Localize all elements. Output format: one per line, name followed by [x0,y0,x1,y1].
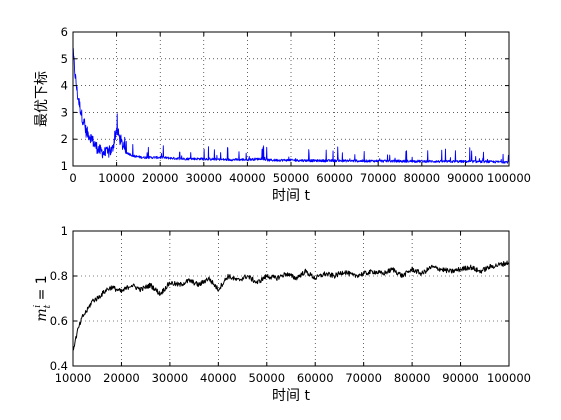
y-tick-label: 0.4 [50,359,68,373]
bottom-chart-frame [72,230,510,367]
x-tick-label: 10000 [55,371,92,385]
bottom-chart-ylabel-sup: i [33,305,43,308]
x-tick-label: 60000 [297,371,334,385]
x-tick-label: 70000 [345,371,382,385]
y-tick-label: 1 [61,159,68,173]
y-tick-label: 5 [61,52,68,66]
x-tick-label: 10000 [98,171,135,185]
x-tick-label: 0 [69,171,76,185]
x-tick-label: 90000 [447,171,484,185]
y-tick-label: 3 [61,105,68,119]
top-series-line-0 [72,48,510,164]
y-tick-label: 1 [61,224,68,238]
bottom-chart-grid [73,231,509,366]
y-tick-label: 0.6 [50,314,68,328]
top-chart: 0 10000 20000 30000 40000 50000 60000 70000 8000… [34,25,531,204]
x-tick-label: 40000 [229,171,266,185]
bottom-chart-ylabel: mti = 1 [33,275,53,321]
x-tick-label: 20000 [103,371,140,385]
x-tick-label: 40000 [200,371,237,385]
x-tick-label: 70000 [360,171,397,185]
x-tick-label: 100000 [487,371,531,385]
bottom-series-line-0 [72,260,510,351]
x-tick-label: 100000 [487,171,531,185]
x-tick-label: 30000 [152,371,189,385]
top-chart-ticks: 0 10000 20000 30000 40000 50000 60000 70000 8000… [61,25,531,185]
x-tick-label: 50000 [248,371,285,385]
bottom-chart-ylabel-sub: t [43,304,53,308]
x-tick-label: 30000 [186,171,223,185]
top-chart-series [72,48,510,164]
bottom-chart-xlabel: 时间 t [272,388,310,404]
top-chart-grid [73,32,509,166]
bottom-chart: 10000 20000 30000 40000 50000 60000 70000 80000… [33,224,531,404]
bottom-chart-ylabel-main: m [34,308,50,321]
x-tick-label: 80000 [394,371,431,385]
top-chart-ylabel: 最优下标 [34,71,50,127]
bottom-chart-ylabel-rest: = 1 [34,275,50,305]
bottom-chart-ticks: 10000 20000 30000 40000 50000 60000 70000 80000… [50,224,531,385]
bottom-chart-series [72,260,510,351]
x-tick-label: 90000 [442,371,479,385]
y-tick-label: 0.8 [50,269,68,283]
y-tick-label: 4 [61,79,68,93]
x-tick-label: 80000 [404,171,441,185]
top-chart-xlabel: 时间 t [272,188,310,204]
x-tick-label: 20000 [142,171,179,185]
x-tick-label: 60000 [316,171,353,185]
x-tick-label: 50000 [273,171,310,185]
y-tick-label: 6 [61,25,68,39]
y-tick-label: 2 [61,132,68,146]
